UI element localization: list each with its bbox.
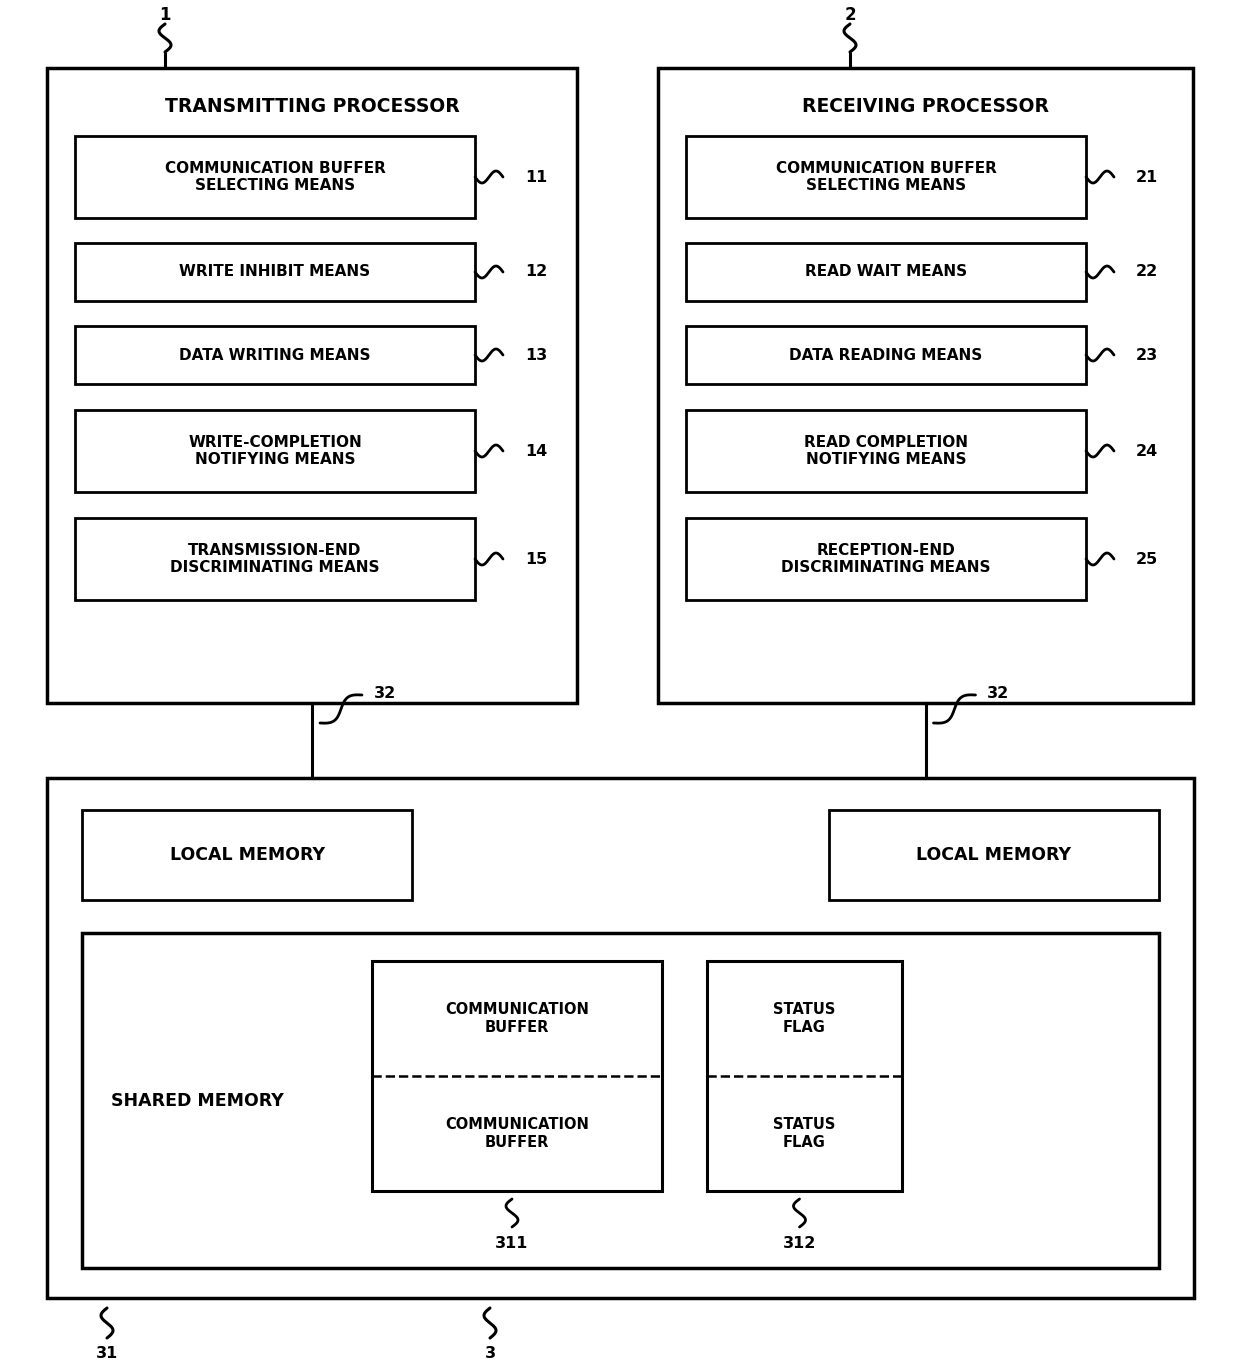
Bar [686,136,1086,218]
Text: COMMUNICATION
BUFFER: COMMUNICATION BUFFER [445,1117,589,1150]
Text: 11: 11 [525,169,547,184]
Text: WRITE INHIBIT MEANS: WRITE INHIBIT MEANS [180,265,371,280]
Text: RECEPTION-END
DISCRIMINATING MEANS: RECEPTION-END DISCRIMINATING MEANS [781,543,991,576]
Text: STATUS
FLAG: STATUS FLAG [774,1003,836,1035]
Text: STATUS
FLAG: STATUS FLAG [774,1117,836,1150]
Bar [686,243,1086,301]
Text: 2: 2 [844,5,856,25]
Text: COMMUNICATION BUFFER
SELECTING MEANS: COMMUNICATION BUFFER SELECTING MEANS [165,161,386,194]
Text: 22: 22 [1136,265,1158,280]
Bar [830,810,1159,900]
Text: 312: 312 [782,1236,816,1251]
Text: 1: 1 [159,5,171,25]
Text: RECEIVING PROCESSOR: RECEIVING PROCESSOR [802,97,1049,116]
Text: TRANSMISSION-END
DISCRIMINATING MEANS: TRANSMISSION-END DISCRIMINATING MEANS [170,543,379,576]
Text: LOCAL MEMORY: LOCAL MEMORY [170,846,325,863]
Text: DATA WRITING MEANS: DATA WRITING MEANS [180,348,371,363]
Text: 3: 3 [485,1346,496,1361]
Bar [74,136,475,218]
Text: DATA READING MEANS: DATA READING MEANS [790,348,982,363]
Text: TRANSMITTING PROCESSOR: TRANSMITTING PROCESSOR [165,97,459,116]
Text: SHARED MEMORY: SHARED MEMORY [110,1091,284,1109]
Text: WRITE-COMPLETION
NOTIFYING MEANS: WRITE-COMPLETION NOTIFYING MEANS [188,435,362,468]
Text: COMMUNICATION BUFFER
SELECTING MEANS: COMMUNICATION BUFFER SELECTING MEANS [775,161,997,194]
Text: COMMUNICATION
BUFFER: COMMUNICATION BUFFER [445,1003,589,1035]
Text: 12: 12 [525,265,547,280]
Text: 21: 21 [1136,169,1158,184]
Text: 23: 23 [1136,348,1158,363]
Text: 32: 32 [987,686,1009,701]
Bar [47,68,577,702]
Text: 31: 31 [95,1346,118,1361]
Text: 15: 15 [525,551,547,566]
Bar [82,933,1159,1269]
Bar [686,411,1086,492]
Bar [686,326,1086,385]
Text: READ COMPLETION
NOTIFYING MEANS: READ COMPLETION NOTIFYING MEANS [804,435,968,468]
Bar [372,962,662,1191]
Bar [707,962,901,1191]
Bar [686,518,1086,600]
Bar [658,68,1193,702]
Text: LOCAL MEMORY: LOCAL MEMORY [916,846,1071,863]
Bar [74,411,475,492]
Text: 14: 14 [525,443,547,458]
Text: 25: 25 [1136,551,1158,566]
Text: 32: 32 [374,686,396,701]
Text: READ WAIT MEANS: READ WAIT MEANS [805,265,967,280]
Bar [82,810,412,900]
Bar [74,326,475,385]
Text: 13: 13 [525,348,547,363]
Bar [47,777,1194,1299]
Text: 311: 311 [495,1236,528,1251]
Bar [74,243,475,301]
Bar [74,518,475,600]
Text: 24: 24 [1136,443,1158,458]
